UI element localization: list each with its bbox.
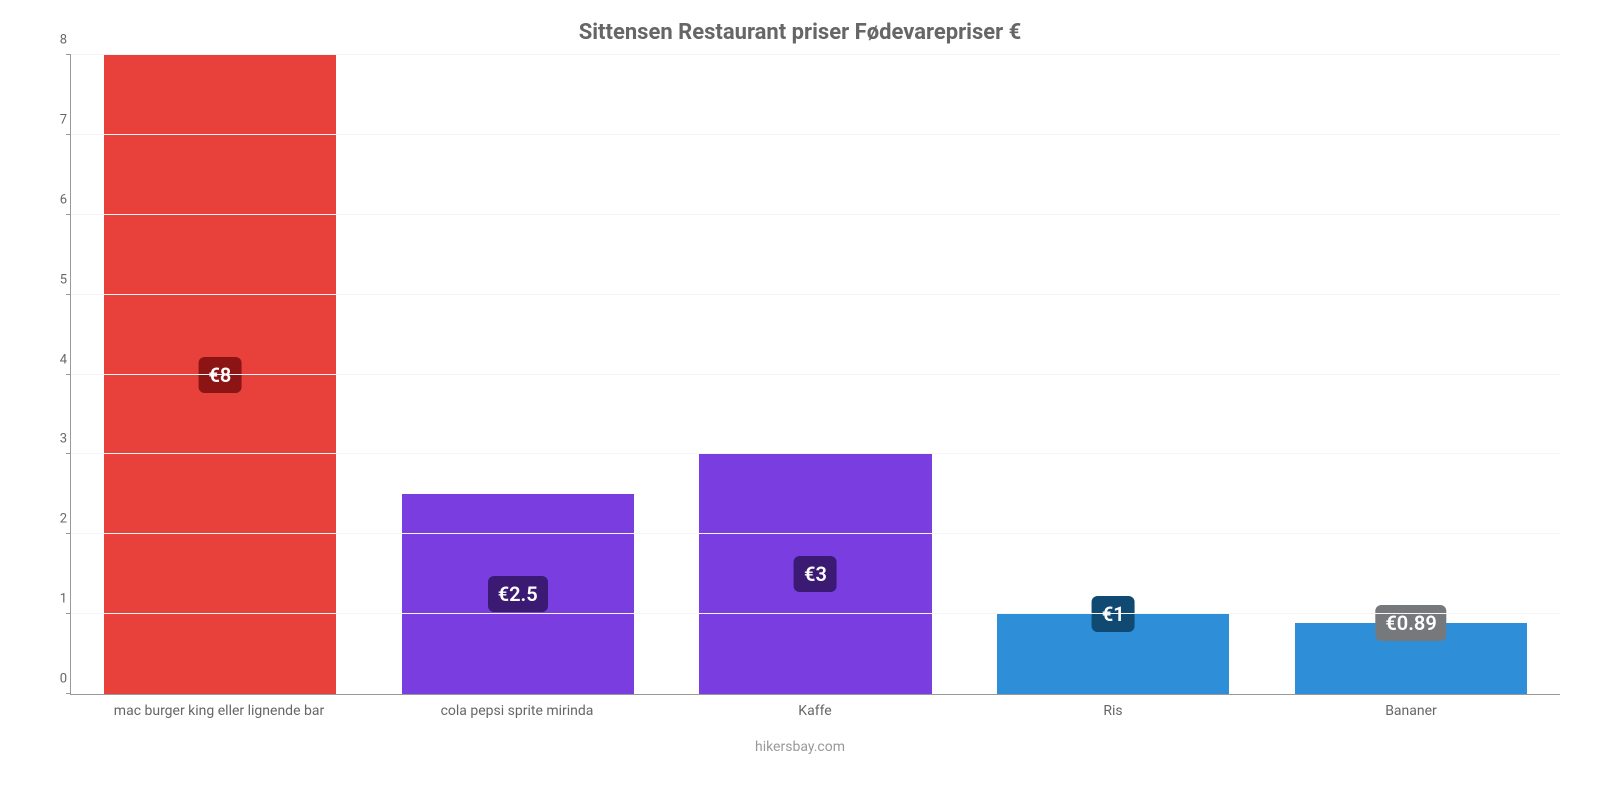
bar: €0.89 — [1295, 623, 1527, 694]
ytick-label: 6 — [43, 192, 67, 207]
bar-value-label: €1 — [1092, 596, 1135, 632]
bar-slot: €2.5 — [369, 55, 667, 694]
x-axis-label: Ris — [964, 695, 1262, 719]
ytick-mark — [66, 374, 71, 375]
ytick-label: 3 — [43, 432, 67, 447]
bar: €8 — [104, 55, 336, 694]
x-axis-label: Bananer — [1262, 695, 1560, 719]
gridline — [71, 533, 1560, 534]
chart-title: Sittensen Restaurant priser Fødevarepris… — [40, 20, 1560, 45]
gridline — [71, 453, 1560, 454]
gridline — [71, 374, 1560, 375]
ytick-mark — [66, 613, 71, 614]
x-axis-labels: mac burger king eller lignende barcola p… — [70, 695, 1560, 719]
gridline — [71, 134, 1560, 135]
x-axis-label: cola pepsi sprite mirinda — [368, 695, 666, 719]
bar: €3 — [699, 454, 931, 694]
price-bar-chart: Sittensen Restaurant priser Fødevarepris… — [0, 0, 1600, 800]
ytick-mark — [66, 693, 71, 694]
bar-slot: €1 — [964, 55, 1262, 694]
ytick-label: 0 — [43, 672, 67, 687]
gridline — [71, 214, 1560, 215]
ytick-label: 5 — [43, 272, 67, 287]
ytick-label: 4 — [43, 352, 67, 367]
bar-slot: €0.89 — [1262, 55, 1560, 694]
bar-slot: €3 — [667, 55, 965, 694]
ytick-label: 2 — [43, 512, 67, 527]
bars-container: €8 €2.5 €3 €1 €0.89 — [71, 55, 1560, 694]
gridline — [71, 613, 1560, 614]
chart-credit: hikersbay.com — [40, 739, 1560, 755]
x-axis-label: mac burger king eller lignende bar — [70, 695, 368, 719]
ytick-mark — [66, 294, 71, 295]
gridline — [71, 54, 1560, 55]
ytick-mark — [66, 54, 71, 55]
gridline — [71, 294, 1560, 295]
ytick-label: 7 — [43, 112, 67, 127]
bar-value-label: €8 — [198, 357, 241, 393]
ytick-mark — [66, 134, 71, 135]
ytick-mark — [66, 453, 71, 454]
bar-slot: €8 — [71, 55, 369, 694]
ytick-label: 1 — [43, 592, 67, 607]
bar: €1 — [997, 614, 1229, 694]
bar-value-label: €3 — [794, 556, 837, 592]
ytick-mark — [66, 214, 71, 215]
bar-value-label: €2.5 — [488, 576, 548, 612]
x-axis-label: Kaffe — [666, 695, 964, 719]
bar-value-label: €0.89 — [1375, 605, 1446, 641]
bar: €2.5 — [402, 494, 634, 694]
ytick-label: 8 — [43, 33, 67, 48]
ytick-mark — [66, 533, 71, 534]
plot-area: €8€2.5€3€1€0.89 012345678 — [70, 55, 1560, 695]
